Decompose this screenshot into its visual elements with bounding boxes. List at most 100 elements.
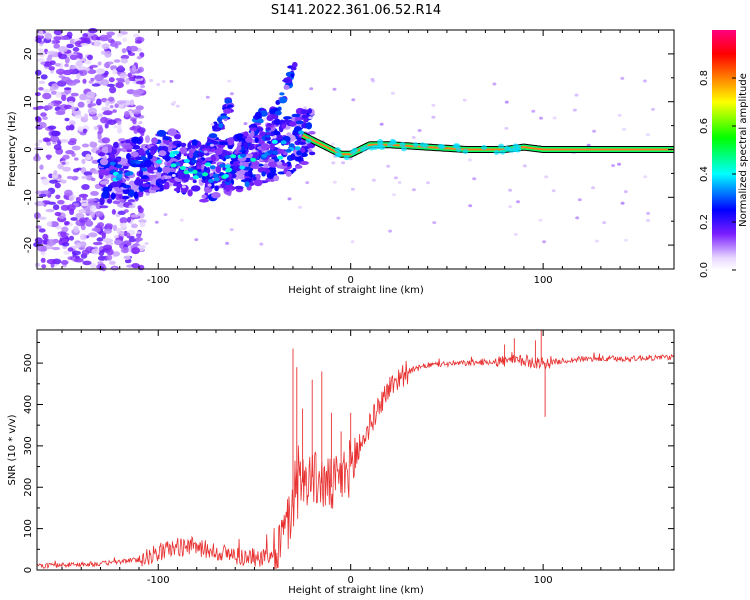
spectrogram-cell (117, 104, 124, 108)
spectrogram-cell (37, 244, 47, 252)
spectrogram-cell (295, 165, 303, 169)
spectrogram-cell (66, 31, 73, 38)
spectrogram-cell (290, 73, 295, 78)
spectrogram-cell (646, 219, 651, 222)
spectrogram-cell (225, 177, 230, 183)
spectrogram-cell (135, 105, 144, 111)
spectrogram-cell (332, 180, 337, 184)
spectrogram-cell (144, 242, 149, 245)
spectrogram-cell (386, 164, 391, 168)
spectrogram-cell (248, 170, 253, 178)
spectrogram-cell (173, 150, 180, 155)
spectrogram-cell (617, 162, 622, 166)
spectrogram-cell (592, 129, 597, 133)
ridge-halo (387, 142, 394, 148)
spectrogram-cell (60, 230, 67, 238)
spectrogram-cell (153, 169, 158, 173)
spectrogram-cell (197, 169, 202, 172)
spectrogram-cell (46, 141, 52, 146)
spectrogram-cell (225, 168, 232, 173)
spectrogram-cell (252, 176, 257, 181)
spectrogram-cell (67, 247, 74, 252)
spectrogram-cell (126, 216, 132, 223)
spectrogram-cell (118, 230, 125, 237)
spectrogram-cell (102, 111, 111, 116)
spectrogram-cell (643, 175, 648, 179)
spectrogram-cell (240, 153, 247, 158)
spectrogram-cell (432, 221, 437, 225)
spectrogram-cell (53, 43, 60, 49)
spectrogram-cell (101, 79, 109, 86)
spectrogram-cell (253, 179, 263, 187)
spectrogram-cell (49, 135, 60, 143)
spectrogram-cell (472, 177, 477, 181)
spectrogram-cell (207, 183, 212, 187)
spectrogram-cell (94, 211, 104, 218)
spectrogram-cell (397, 181, 402, 184)
spectrogram-cell (57, 46, 68, 53)
spectrogram-cell (271, 139, 278, 144)
spectrogram-cell (197, 173, 204, 178)
spectrogram-cell (123, 255, 131, 260)
spectrogram-cell (112, 41, 122, 46)
spectrogram-cell (167, 175, 172, 179)
spectrogram-cell (214, 185, 219, 192)
spectrogram-cell (292, 61, 298, 68)
snr-series (36, 330, 674, 570)
spectrogram-cell (572, 108, 577, 112)
spectrogram-cell (49, 86, 55, 92)
spectrogram-cell (130, 214, 139, 218)
spectrogram-cell (236, 145, 242, 151)
spectrogram-cell (83, 171, 93, 176)
spectrogram-cell (42, 88, 51, 93)
spectrogram-cell (176, 143, 181, 148)
spectrogram-cell (289, 121, 297, 127)
spectrogram-cell (279, 96, 288, 104)
spectrogram-cell (91, 227, 101, 232)
spectrogram-cell (41, 264, 47, 269)
spectrogram-cell (106, 248, 114, 256)
spectrogram-cell (99, 180, 110, 185)
spectrogram-cell (134, 40, 143, 44)
spectrogram-cell (391, 193, 396, 197)
spectrogram-cell (82, 78, 87, 84)
spectrogram-cell (40, 257, 46, 263)
spectrogram-cell (300, 109, 309, 115)
colorbar: 0.0 0.2 0.4 0.6 0.8 Normalized spectral ampl… (699, 30, 749, 278)
spectrogram-cell (167, 145, 173, 151)
spectrogram-cell (192, 175, 199, 180)
spectrogram-cell (86, 218, 92, 224)
spectrogram-cell (205, 162, 211, 167)
spectrogram-cell (112, 68, 117, 75)
spectrogram-cell (301, 114, 311, 120)
spectrogram-cell (225, 241, 230, 245)
spectrogram-cell (74, 157, 79, 161)
ridge-halo (359, 146, 366, 152)
spectrogram-cell (646, 211, 651, 215)
snr-ytick-label: 400 (23, 395, 34, 414)
spectrogram-cell (88, 27, 98, 34)
spectrogram-cell (243, 141, 249, 149)
spectrogram-cell (150, 187, 161, 191)
spectrogram-cell (227, 79, 232, 83)
spectrogram-cell (101, 106, 110, 112)
spectrogram-cell (163, 136, 170, 141)
spectrogram-cell (229, 228, 234, 232)
spectrogram-cell (156, 129, 167, 137)
spectrogram-cell (44, 32, 53, 40)
spectrogram-cell (59, 36, 70, 40)
spectrogram-cell (61, 226, 69, 233)
spectrogram-cell (64, 189, 73, 197)
spectrogram-cell (234, 172, 240, 181)
spectrogram-cell (102, 244, 113, 251)
spectrogram-cell (171, 174, 176, 177)
spectrogram-cell (126, 148, 133, 153)
spectrogram-cell (46, 50, 56, 55)
spectrogram-ytick-label: -10 (23, 189, 34, 205)
spectrogram-cell (276, 134, 284, 142)
spectrogram-cell (134, 89, 145, 94)
spectrogram-cell (183, 159, 190, 163)
